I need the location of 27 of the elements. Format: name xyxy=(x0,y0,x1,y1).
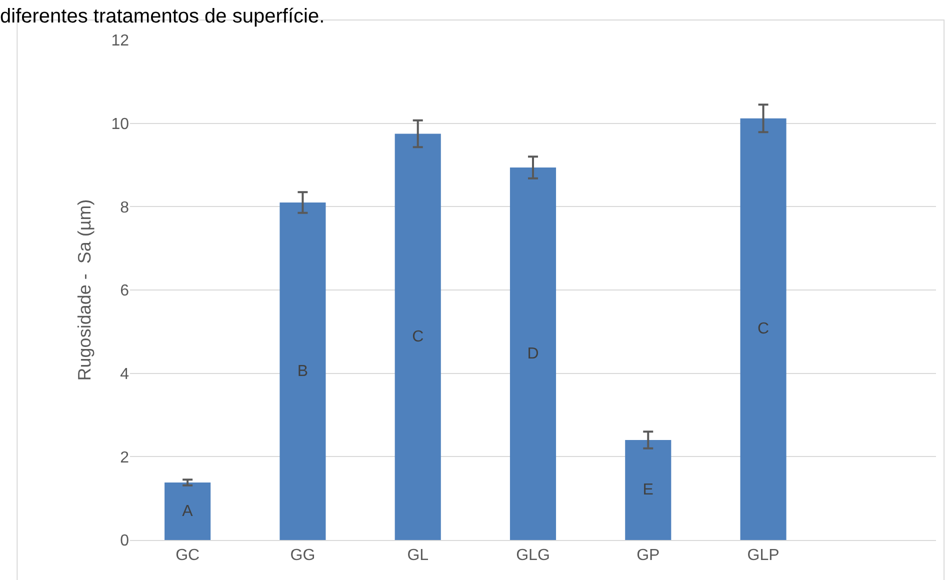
y-tick-label: 2 xyxy=(120,449,130,466)
x-tick-label: GP xyxy=(636,547,660,564)
x-tick-label: GG xyxy=(290,547,316,564)
x-tick-label: GC xyxy=(176,547,200,564)
bar xyxy=(510,168,556,540)
data-label: C xyxy=(412,328,424,346)
data-label: E xyxy=(642,482,654,498)
bar xyxy=(740,118,786,540)
x-tick-label: GLP xyxy=(747,547,780,564)
bar xyxy=(394,134,441,540)
data-label: A xyxy=(182,502,194,520)
y-tick-label: 6 xyxy=(120,282,130,300)
bar xyxy=(625,440,672,540)
chart-title: diferentes tratamentos de superfície. xyxy=(0,6,325,28)
bar xyxy=(164,482,211,540)
data-label: C xyxy=(758,320,770,338)
bar xyxy=(280,202,326,540)
data-label: B xyxy=(297,362,308,380)
y-tick-label: 8 xyxy=(120,199,130,216)
y-tick-label: 0 xyxy=(120,532,130,550)
y-axis-title: Rugosidade - Sa (µm) xyxy=(74,199,94,381)
x-tick-label: GLG xyxy=(516,547,550,564)
data-label: D xyxy=(527,345,539,362)
x-tick-label: GL xyxy=(407,547,429,564)
y-tick-label: 4 xyxy=(120,366,130,383)
y-tick-label: 10 xyxy=(111,116,130,133)
y-tick-label: 12 xyxy=(111,32,130,50)
